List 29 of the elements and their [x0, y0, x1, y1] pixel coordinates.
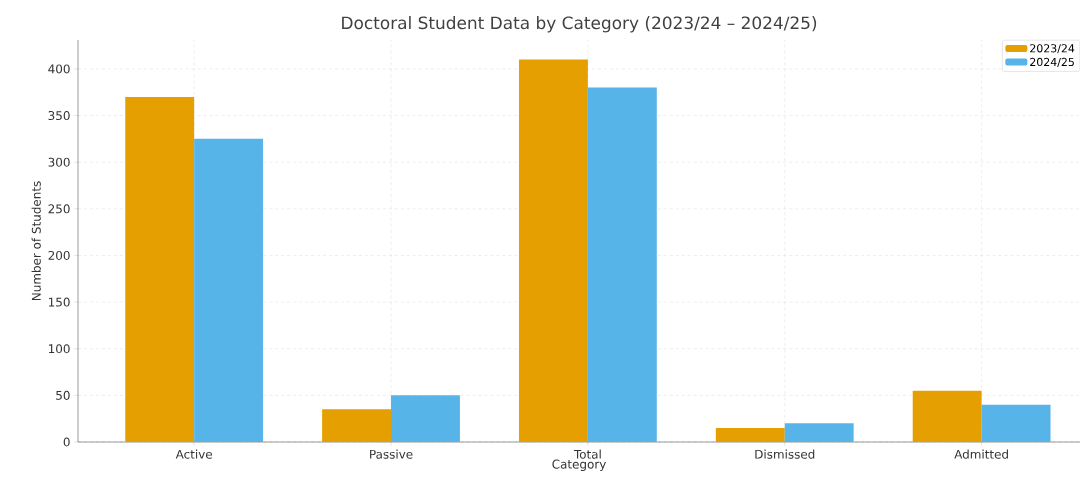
chart-title: Doctoral Student Data by Category (2023/24 – 2024/25) [342, 16, 817, 33]
bar [715, 428, 785, 442]
bar [391, 395, 460, 442]
x-axis-title: Category [552, 459, 606, 471]
y-tick-label: 150 [48, 297, 70, 307]
y-tick-label: 350 [48, 111, 70, 121]
bar [322, 409, 392, 442]
bar [981, 404, 1051, 442]
legend-label: 2023/24 [1030, 44, 1075, 54]
bar [125, 96, 195, 442]
y-tick-label: 0 [63, 437, 70, 447]
y-tick-label: 50 [56, 390, 70, 400]
y-tick-label: 250 [48, 204, 70, 214]
x-tick-label: Admitted [954, 449, 1008, 459]
x-tick-label: Total [573, 449, 601, 459]
y-axis-title: Number of Students [31, 181, 41, 301]
x-tick-label: Passive [370, 449, 413, 459]
x-tick-label: Dismissed [755, 449, 815, 459]
bar [194, 138, 264, 442]
bar [912, 390, 982, 442]
y-tick-label: 400 [48, 64, 70, 74]
y-tick-label: 300 [48, 157, 70, 167]
y-tick-label: 200 [48, 250, 70, 260]
bar [518, 59, 588, 442]
bar [784, 423, 854, 442]
bar [587, 87, 657, 442]
y-tick-label: 100 [48, 344, 70, 354]
x-tick-label: Active [175, 449, 213, 459]
legend-label: 2024/25 [1030, 57, 1074, 67]
